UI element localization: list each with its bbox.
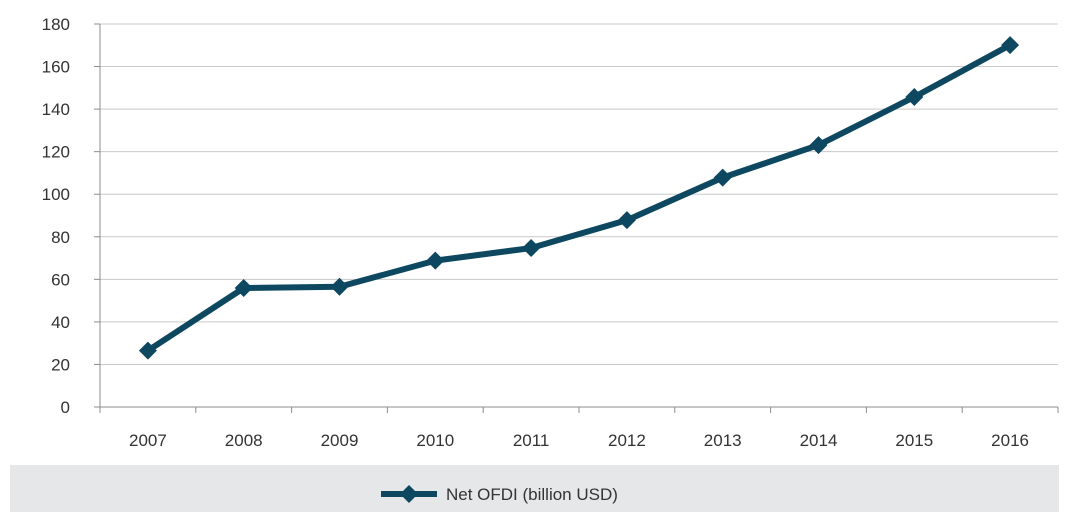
series-line [144,42,1014,354]
x-tick-label: 2009 [321,431,359,450]
legend-background [10,465,1059,512]
legend: Net OFDI (billion USD) [381,485,618,504]
y-tick-label: 80 [51,228,70,247]
x-tick-label: 2010 [416,431,454,450]
legend-label: Net OFDI (billion USD) [446,485,618,504]
x-tick-label: 2012 [608,431,646,450]
data-point [330,277,349,296]
gridlines [100,23,1058,365]
x-tick-label: 2015 [895,431,933,450]
series [138,36,1020,360]
y-tick-label: 60 [51,270,70,289]
data-point [617,211,636,230]
y-tick-label: 120 [42,143,70,162]
data-point [713,168,732,187]
y-tick-label: 20 [51,355,70,374]
y-tick-label: 100 [42,185,70,204]
y-tick-label: 160 [42,58,70,77]
x-tick-labels: 2007 2008 2009 2010 2011 2012 2013 2014 2015 2016 [129,431,1029,450]
y-tick-labels: 0 20 40 60 80 100 120 140 160 180 [42,15,70,417]
y-tick-label: 40 [51,313,70,332]
y-tick-label: 140 [42,100,70,119]
x-tick-label: 2014 [800,431,838,450]
data-point [1001,36,1020,55]
axes [94,23,1059,413]
data-point [426,251,445,270]
y-tick-label: 0 [61,398,70,417]
x-tick-label: 2016 [991,431,1029,450]
legend-marker [400,485,418,503]
data-point [809,136,828,155]
x-tick-label: 2013 [704,431,742,450]
data-point [522,239,541,258]
data-point [138,341,157,360]
data-point [234,279,253,298]
x-tick-label: 2007 [129,431,167,450]
x-tick-label: 2008 [225,431,263,450]
x-tick-label: 2011 [513,431,550,450]
y-tick-label: 180 [42,15,70,34]
data-point [905,87,924,106]
